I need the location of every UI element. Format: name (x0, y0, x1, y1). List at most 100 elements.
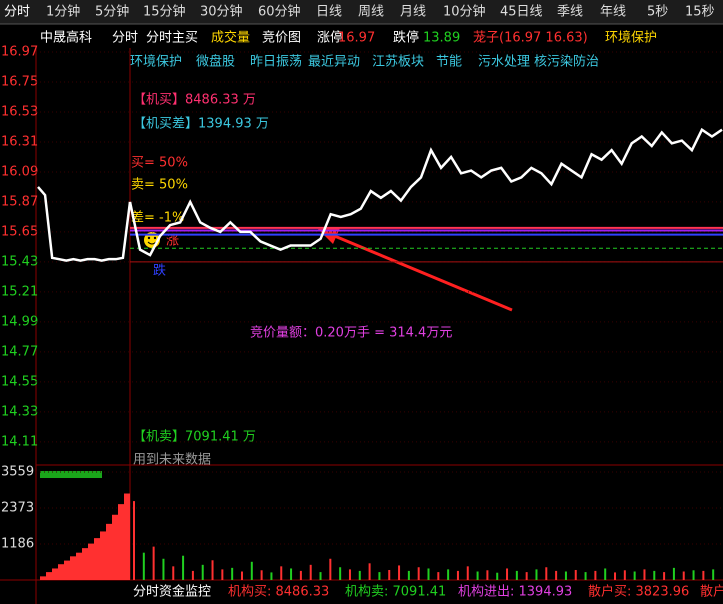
volume-bar (290, 568, 293, 580)
volume-bar (427, 568, 430, 580)
y-tick-label: 16.09 (1, 164, 38, 179)
y-tick-label: 14.33 (1, 404, 38, 419)
tab[interactable]: 1分钟 (46, 4, 80, 20)
volume-bar (40, 576, 46, 580)
volume-bar (64, 560, 70, 580)
y-tick-label: 14.77 (1, 344, 38, 359)
concept-tag: 节能 (436, 55, 462, 70)
tab[interactable]: 10分钟 (443, 4, 486, 20)
volume-bar (231, 567, 234, 580)
volume-bar (309, 564, 312, 580)
volume-bar (94, 538, 100, 580)
tab[interactable]: 月线 (400, 5, 426, 20)
volume-bar (535, 569, 538, 580)
volume-bar (643, 569, 646, 580)
annotation: 【机买差】1394.93 万 (133, 117, 269, 132)
volume-bar (447, 569, 450, 580)
tab[interactable]: 日线 (316, 5, 342, 20)
concept-tag: 昨日振荡 (250, 55, 302, 70)
volume-bar (100, 531, 106, 580)
chart: 分时 1分钟 5分钟 15分钟 30分钟 60分钟 日线 周线 月线 10分钟 45日线 季线 年线 5秒… (1, 4, 723, 600)
footer-item: 散户买: 3823.96 (588, 584, 689, 600)
volume-bar (142, 552, 145, 580)
volume-bar (124, 493, 130, 580)
volume-bar (162, 558, 165, 580)
price-line (128, 127, 723, 257)
footer-item: 分时资金监控 (133, 584, 211, 600)
tab[interactable]: 年线 (600, 5, 626, 20)
tab[interactable]: 周线 (358, 5, 384, 20)
y-tick-label: 16.97 (1, 45, 38, 60)
volume-bar (417, 567, 420, 580)
tab[interactable]: 分时 (4, 5, 30, 20)
volume-bar (270, 572, 273, 580)
tab[interactable]: 15秒 (685, 5, 715, 20)
y-tick-label: 16.75 (1, 74, 38, 89)
volume-bar (348, 569, 351, 580)
tab[interactable]: 45日线 (500, 5, 543, 20)
header-item: 跌停 (393, 30, 419, 46)
price-line (37, 186, 132, 262)
volume-bar (604, 568, 607, 580)
header-item: 16.97 (338, 31, 375, 46)
volume-bar (653, 570, 656, 580)
header-item: 分时 (112, 31, 138, 46)
annotation: 竞价量额：0.20万手 = 314.4万元 (250, 325, 452, 341)
concept-tag: 核污染防治 (534, 54, 599, 70)
tab[interactable]: 5秒 (647, 5, 668, 20)
volume-bar (250, 561, 253, 580)
tab[interactable]: 5分钟 (95, 4, 129, 20)
volume-bar (280, 566, 283, 580)
volume-bar (692, 570, 695, 580)
volume-bar (191, 570, 194, 580)
volume-bar (182, 555, 185, 580)
volume-bar (201, 564, 204, 580)
tab[interactable]: 30分钟 (200, 4, 243, 20)
volume-bar (486, 570, 489, 580)
volume-bar (319, 572, 322, 580)
tab[interactable]: 60分钟 (258, 4, 301, 20)
footer-item: 机构卖: 7091.41 (345, 585, 446, 600)
header-item: 中晟高科 (40, 30, 92, 46)
volume-bar (614, 572, 617, 580)
y-tick-label: 14.11 (1, 434, 38, 449)
volume-bar (398, 565, 401, 580)
volume-bar (240, 571, 243, 580)
header-item: 成交量 (211, 30, 250, 46)
volume-bar (702, 570, 705, 580)
volume-bar (358, 570, 361, 580)
concept-tag: 污水处理 (478, 55, 530, 70)
volume-bar (388, 569, 391, 580)
volume-bar (46, 572, 52, 580)
tab[interactable]: 15分钟 (143, 4, 186, 20)
volume-bar (299, 570, 302, 580)
header-item: 茏子(16.97 16.63) (473, 30, 588, 46)
volume-bar (584, 572, 587, 580)
volume-bar (368, 563, 371, 580)
header-item: 竞价图 (262, 30, 301, 46)
volume-bar (437, 572, 440, 580)
volume-bar (456, 570, 459, 580)
tab[interactable]: 季线 (557, 5, 583, 20)
volume-bar (496, 572, 499, 580)
concept-tag: 微盘股 (196, 54, 235, 70)
header-item: 涨停 (317, 30, 343, 46)
volume-bar (106, 523, 112, 580)
volume-bar (58, 564, 64, 580)
y-tick-label: 14.99 (1, 314, 38, 329)
volume-bar (466, 566, 469, 580)
y-tick-label: 15.21 (1, 284, 38, 299)
header-item: 环境保护 (605, 31, 657, 46)
y-tick-label: 2373 (1, 500, 34, 515)
annotation: 跌 (153, 263, 166, 279)
annotation: 【机卖】7091.41 万 (133, 430, 256, 445)
annotation: 【机买】8486.33 万 (133, 93, 256, 108)
volume-bar (712, 569, 715, 580)
volume-bar (672, 567, 675, 580)
concept-tag: 最近异动 (308, 55, 360, 70)
volume-bar (260, 570, 263, 580)
volume-bar (88, 543, 94, 580)
header-item: 分时主买 (146, 31, 198, 46)
